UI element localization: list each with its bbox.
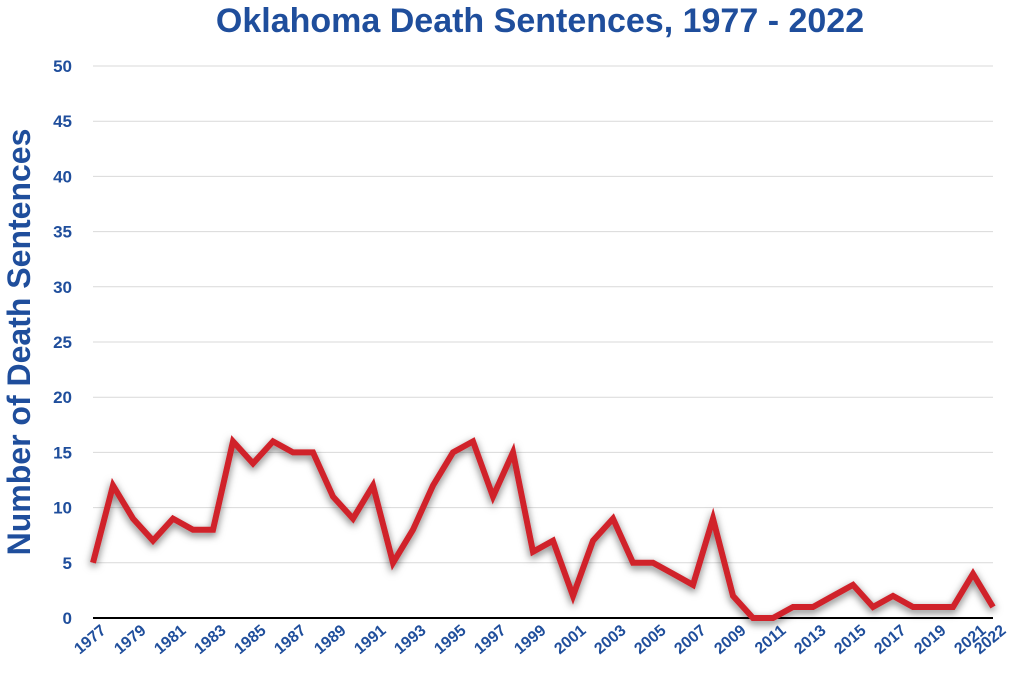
chart-title: Oklahoma Death Sentences, 1977 - 2022 xyxy=(216,2,864,40)
x-tick-label: 1991 xyxy=(351,622,389,658)
x-tick-label: 1985 xyxy=(231,622,269,658)
y-tick-label: 30 xyxy=(53,278,72,297)
x-tick-label: 2015 xyxy=(831,622,869,658)
x-tick-label: 1983 xyxy=(191,622,229,658)
x-tick-label: 2007 xyxy=(671,622,709,658)
y-tick-label: 50 xyxy=(53,57,72,76)
x-axis-ticks: 1977 1979 1981 1983 1985 1987 1989 1991 1993 1995… xyxy=(71,622,1009,658)
y-tick-label: 40 xyxy=(53,167,72,186)
x-tick-label: 2009 xyxy=(711,622,749,658)
series-line-death-sentences xyxy=(90,435,996,621)
x-tick-label: 2017 xyxy=(871,622,909,658)
y-tick-label: 0 xyxy=(63,609,72,628)
x-tick-label: 2005 xyxy=(631,622,669,658)
x-tick-label: 2011 xyxy=(752,622,790,657)
y-tick-label: 45 xyxy=(53,112,72,131)
y-tick-label: 25 xyxy=(53,333,72,352)
x-tick-label: 1977 xyxy=(71,622,109,658)
series-layer xyxy=(90,435,996,621)
x-tick-label: 1987 xyxy=(271,622,309,658)
y-tick-label: 10 xyxy=(53,499,72,518)
x-tick-label: 1999 xyxy=(511,622,549,658)
gridlines xyxy=(93,65,993,564)
x-tick-label: 2019 xyxy=(911,622,949,658)
x-tick-label: 1989 xyxy=(311,622,349,658)
x-tick-label: 1993 xyxy=(391,622,429,658)
y-tick-label: 35 xyxy=(53,223,72,242)
y-axis-ticks: 0 5 10 15 20 25 30 35 40 45 50 xyxy=(53,57,72,628)
x-tick-label: 1997 xyxy=(471,622,509,658)
y-axis-label: Number of Death Sentences xyxy=(1,129,37,556)
x-tick-label: 2013 xyxy=(791,622,829,658)
x-tick-label: 1981 xyxy=(151,622,189,658)
x-tick-label: 1995 xyxy=(431,622,469,658)
x-tick-label: 2003 xyxy=(591,622,629,658)
y-tick-label: 20 xyxy=(53,388,72,407)
x-tick-label: 1979 xyxy=(111,622,149,658)
x-tick-label: 2001 xyxy=(551,622,589,658)
y-tick-label: 15 xyxy=(53,443,72,462)
y-tick-label: 5 xyxy=(63,554,72,573)
